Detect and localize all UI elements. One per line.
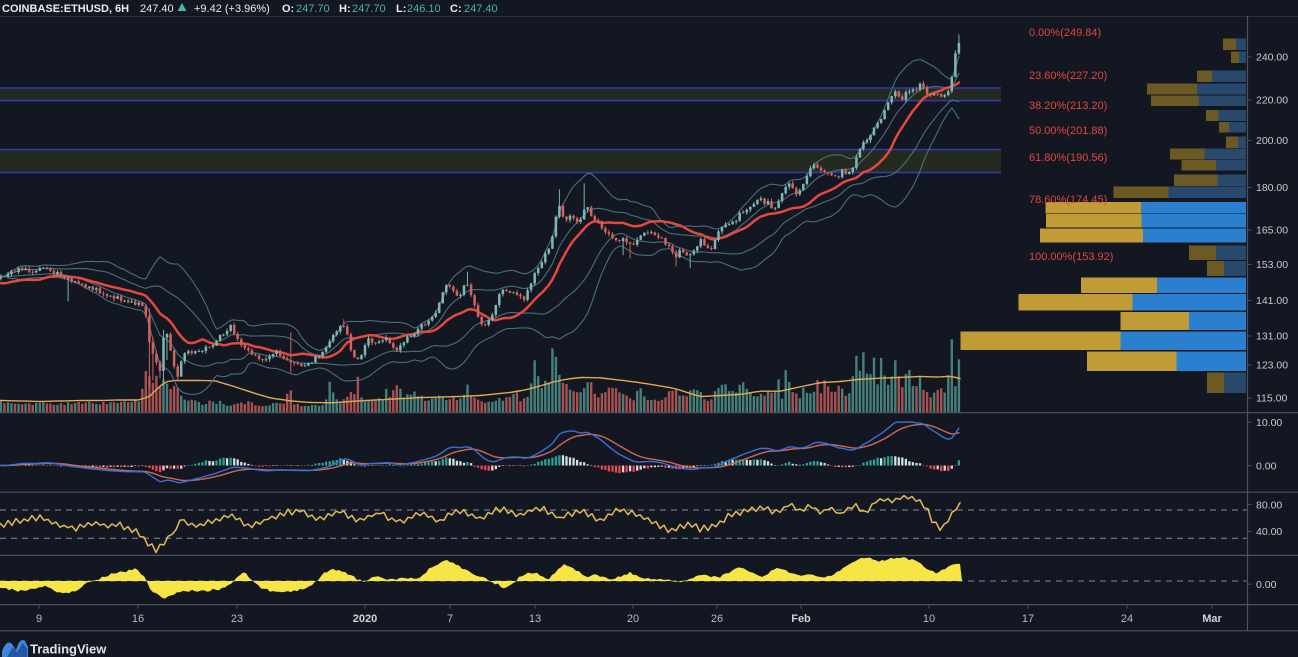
svg-text:38.20%(213.20): 38.20%(213.20) [1029,100,1107,112]
svg-text:247.40: 247.40 [464,3,498,15]
svg-text:16: 16 [132,613,144,625]
svg-text:247.70: 247.70 [296,3,330,15]
svg-text:TradingView: TradingView [30,642,107,657]
svg-text:247.70: 247.70 [352,3,386,15]
svg-text:100.00%(153.92): 100.00%(153.92) [1029,251,1113,263]
svg-text:23.60%(227.20): 23.60%(227.20) [1029,70,1107,82]
svg-text:10.00: 10.00 [1256,417,1282,429]
svg-text:153.00: 153.00 [1256,259,1288,271]
svg-text:COINBASE:ETHUSD, 6H: COINBASE:ETHUSD, 6H [2,3,129,15]
svg-text:115.00: 115.00 [1256,393,1287,405]
svg-text:246.10: 246.10 [407,3,441,15]
svg-text:24: 24 [1121,613,1133,625]
svg-text:17: 17 [1022,613,1034,625]
svg-text:78.60%(174.45): 78.60%(174.45) [1029,194,1107,206]
svg-text:2020: 2020 [353,613,377,625]
svg-text:80.00: 80.00 [1256,499,1282,511]
svg-text:50.00%(201.88): 50.00%(201.88) [1029,125,1107,137]
svg-text:L:: L: [396,3,406,15]
svg-text:9: 9 [36,613,42,625]
svg-text:23: 23 [231,613,243,625]
svg-text:61.80%(190.56): 61.80%(190.56) [1029,152,1107,164]
svg-text:220.00: 220.00 [1256,95,1288,107]
svg-text:H:: H: [339,3,351,15]
svg-text:131.00: 131.00 [1256,331,1288,343]
svg-text:0.00: 0.00 [1256,579,1277,591]
svg-text:0.00%(249.84): 0.00%(249.84) [1029,27,1101,39]
svg-text:123.00: 123.00 [1256,360,1288,372]
svg-text:141.00: 141.00 [1256,295,1288,307]
svg-text:13: 13 [529,613,541,625]
svg-text:40.00: 40.00 [1256,526,1282,538]
svg-text:180.00: 180.00 [1256,182,1288,194]
svg-text:247.40: 247.40 [140,3,174,15]
svg-text:26: 26 [711,613,723,625]
svg-text:240.00: 240.00 [1256,52,1288,64]
svg-text:+9.42 (+3.96%): +9.42 (+3.96%) [194,3,270,15]
svg-text:0.00: 0.00 [1256,460,1277,472]
svg-text:7: 7 [447,613,453,625]
svg-text:Feb: Feb [791,613,811,625]
svg-text:10: 10 [923,613,935,625]
svg-text:200.00: 200.00 [1256,135,1288,147]
svg-text:C:: C: [450,3,462,15]
svg-text:165.00: 165.00 [1256,225,1288,237]
svg-text:O:: O: [282,3,294,15]
svg-text:Mar: Mar [1202,613,1222,625]
svg-text:20: 20 [627,613,639,625]
